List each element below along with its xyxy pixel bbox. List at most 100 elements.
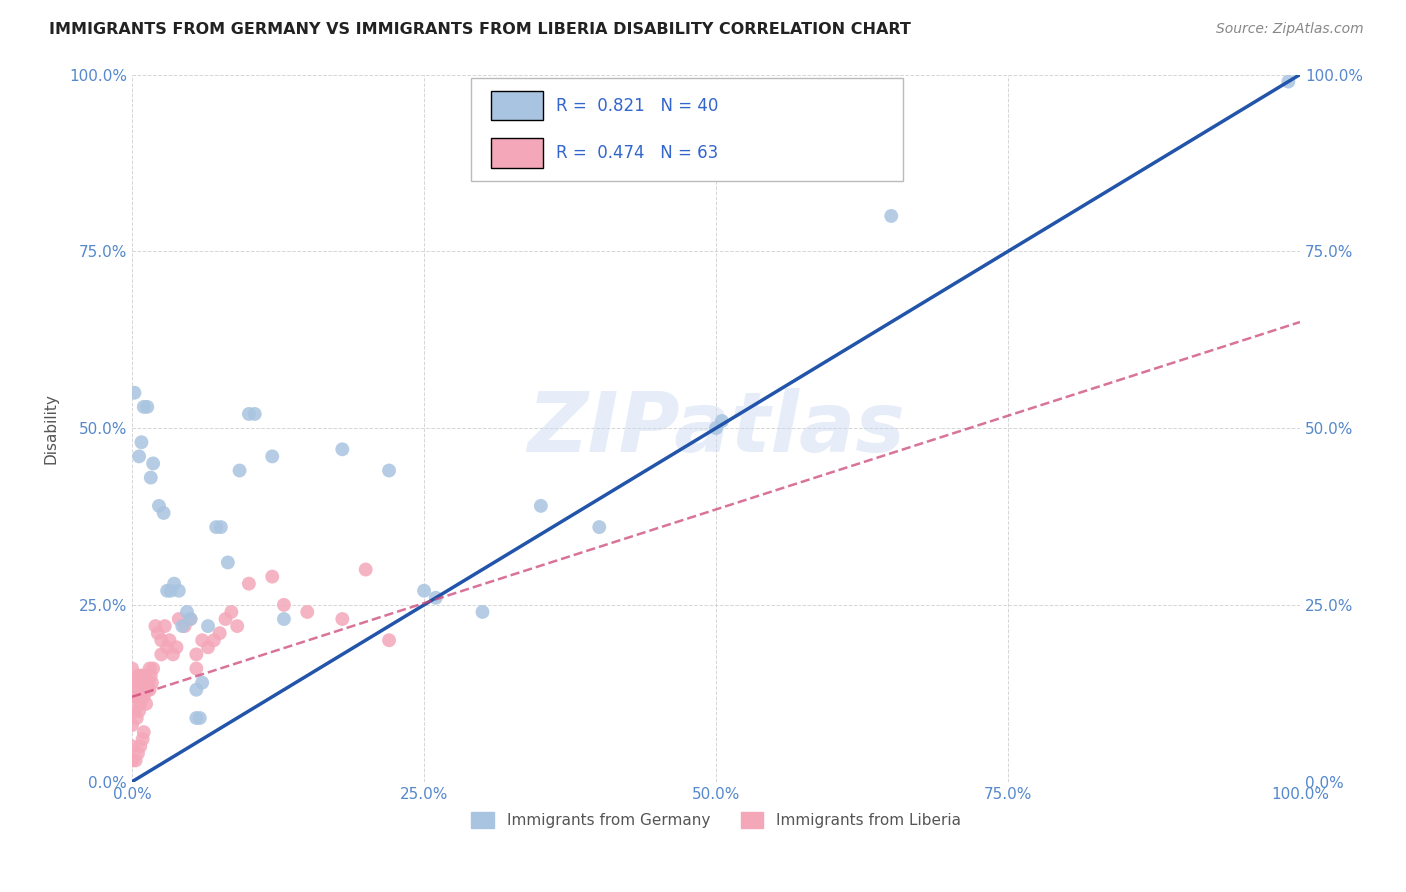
Point xyxy=(141,675,163,690)
Point xyxy=(173,619,195,633)
Point xyxy=(131,668,153,682)
Point xyxy=(167,583,190,598)
Point xyxy=(179,612,201,626)
Point xyxy=(131,435,153,450)
Point xyxy=(226,619,249,633)
Point xyxy=(131,690,153,704)
Point xyxy=(136,682,159,697)
Point xyxy=(156,583,179,598)
Point xyxy=(209,520,232,534)
Y-axis label: Disability: Disability xyxy=(44,392,58,464)
Point xyxy=(127,690,149,704)
Point xyxy=(330,612,353,626)
Point xyxy=(129,697,152,711)
Point xyxy=(159,633,181,648)
Point xyxy=(150,633,173,648)
Point xyxy=(146,626,169,640)
Point xyxy=(297,605,319,619)
FancyBboxPatch shape xyxy=(471,78,903,180)
Point xyxy=(166,640,188,655)
Point xyxy=(124,385,146,400)
Point xyxy=(132,400,155,414)
Point xyxy=(127,668,149,682)
Point xyxy=(238,576,260,591)
Point xyxy=(142,457,165,471)
Point xyxy=(167,612,190,626)
Point xyxy=(139,668,162,682)
Point xyxy=(124,754,146,768)
Point xyxy=(135,697,157,711)
Point xyxy=(138,675,160,690)
Point xyxy=(121,739,143,754)
Point xyxy=(191,633,214,648)
Point xyxy=(186,648,208,662)
Point xyxy=(413,583,436,598)
Point xyxy=(238,407,260,421)
Point xyxy=(208,626,231,640)
Point xyxy=(880,209,903,223)
Point xyxy=(121,690,143,704)
Point xyxy=(186,661,208,675)
Point xyxy=(124,704,146,718)
Point xyxy=(129,739,152,754)
Point xyxy=(128,450,150,464)
Point xyxy=(121,718,143,732)
FancyBboxPatch shape xyxy=(491,138,543,168)
Point xyxy=(125,711,148,725)
Point xyxy=(188,711,211,725)
Point xyxy=(179,612,201,626)
Point xyxy=(131,732,153,747)
Point xyxy=(138,682,160,697)
Point xyxy=(148,499,170,513)
Text: Source: ZipAtlas.com: Source: ZipAtlas.com xyxy=(1216,22,1364,37)
Point xyxy=(704,421,727,435)
Point xyxy=(153,619,176,633)
Point xyxy=(186,682,208,697)
Point xyxy=(186,711,208,725)
Point xyxy=(378,633,401,648)
Point xyxy=(273,598,295,612)
Point xyxy=(530,499,553,513)
Point xyxy=(131,682,153,697)
Point xyxy=(214,612,236,626)
Legend: Immigrants from Germany, Immigrants from Liberia: Immigrants from Germany, Immigrants from… xyxy=(465,805,967,834)
Point xyxy=(425,591,447,605)
Text: ZIPatlas: ZIPatlas xyxy=(527,388,905,468)
Point xyxy=(243,407,266,421)
Point xyxy=(202,633,225,648)
Point xyxy=(262,569,284,583)
Text: R =  0.821   N = 40: R = 0.821 N = 40 xyxy=(555,96,718,115)
Point xyxy=(128,704,150,718)
Point xyxy=(152,506,174,520)
Point xyxy=(121,754,143,768)
Point xyxy=(125,690,148,704)
Point xyxy=(273,612,295,626)
Point xyxy=(139,470,162,484)
Point xyxy=(228,463,250,477)
Point xyxy=(159,583,181,598)
Point xyxy=(191,675,214,690)
Text: R =  0.474   N = 63: R = 0.474 N = 63 xyxy=(555,144,718,162)
Point xyxy=(145,619,167,633)
Point xyxy=(163,576,186,591)
FancyBboxPatch shape xyxy=(491,91,543,120)
Point xyxy=(172,619,194,633)
Text: IMMIGRANTS FROM GERMANY VS IMMIGRANTS FROM LIBERIA DISABILITY CORRELATION CHART: IMMIGRANTS FROM GERMANY VS IMMIGRANTS FR… xyxy=(49,22,911,37)
Point xyxy=(128,682,150,697)
Point xyxy=(132,725,155,739)
Point xyxy=(217,556,239,570)
Point xyxy=(127,747,149,761)
Point xyxy=(197,640,219,655)
Point xyxy=(142,661,165,675)
Point xyxy=(176,605,198,619)
Point xyxy=(129,675,152,690)
Point xyxy=(124,675,146,690)
Point xyxy=(378,463,401,477)
Point xyxy=(221,605,243,619)
Point xyxy=(205,520,228,534)
Point xyxy=(138,661,160,675)
Point xyxy=(121,661,143,675)
Point xyxy=(156,640,179,655)
Point xyxy=(1277,74,1299,88)
Point xyxy=(197,619,219,633)
